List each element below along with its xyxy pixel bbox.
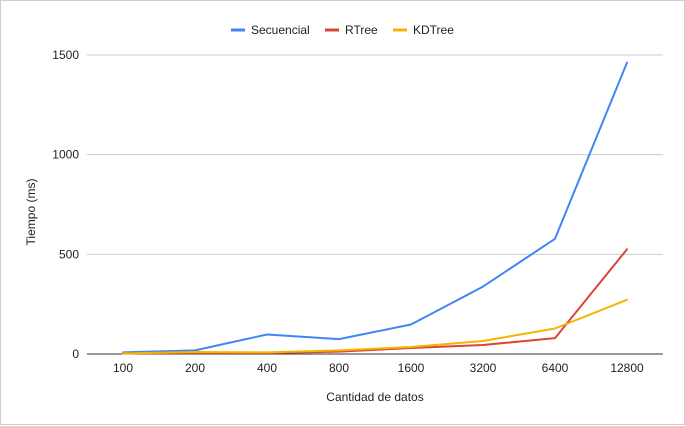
- y-tick-label: 1000: [52, 148, 79, 162]
- legend-item-secuencial[interactable]: Secuencial: [231, 23, 310, 37]
- gridlines: [87, 54, 663, 355]
- series-line-rtree: [122, 248, 628, 355]
- y-tick-label: 1500: [52, 48, 79, 62]
- y-axis-title: Tiempo (ms): [24, 179, 38, 246]
- x-tick-label: 12800: [610, 361, 644, 375]
- legend-label: Secuencial: [251, 23, 310, 37]
- x-tick-label: 3200: [470, 361, 497, 375]
- x-tick-label: 400: [257, 361, 277, 375]
- x-tick-label: 6400: [542, 361, 569, 375]
- y-axis-ticks: 0 500 1000 1500: [52, 48, 79, 361]
- legend-item-kdtree[interactable]: KDTree: [393, 23, 454, 37]
- series-line-kdtree: [122, 298, 628, 355]
- x-tick-label: 800: [329, 361, 349, 375]
- x-axis-ticks: 100 200 400 800 1600 3200 6400 12800: [113, 361, 644, 375]
- x-tick-label: 200: [185, 361, 205, 375]
- series-line-secuencial: [122, 61, 628, 354]
- legend[interactable]: Secuencial RTree KDTree: [231, 23, 454, 37]
- legend-label: KDTree: [413, 23, 454, 37]
- x-tick-label: 100: [113, 361, 133, 375]
- series-lines: [122, 61, 628, 355]
- x-axis-title: Cantidad de datos: [326, 390, 423, 404]
- y-tick-label: 500: [59, 247, 79, 261]
- legend-item-rtree[interactable]: RTree: [325, 23, 378, 37]
- legend-label: RTree: [345, 23, 378, 37]
- x-tick-label: 1600: [398, 361, 425, 375]
- y-tick-label: 0: [72, 347, 79, 361]
